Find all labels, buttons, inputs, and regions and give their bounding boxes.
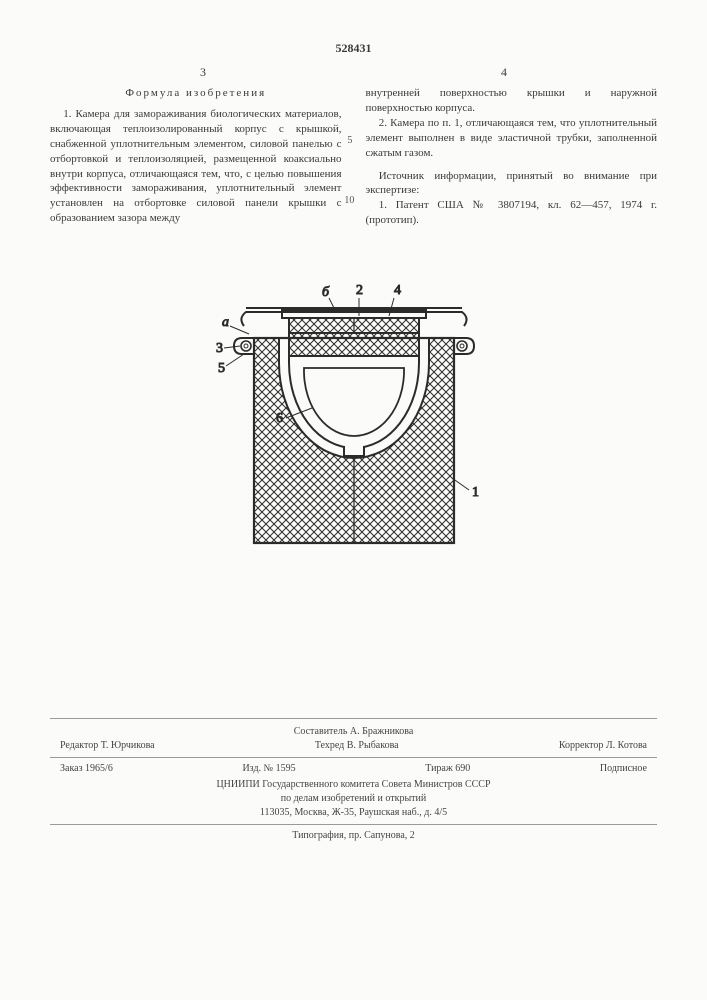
redaktor: Редактор Т. Юрчикова (60, 739, 155, 753)
right-para-3: Источник информации, принятый во внимани… (366, 169, 658, 199)
org2: по делам изобретений и открытий (50, 792, 657, 806)
addr: 113035, Москва, Ж-35, Раушская наб., д. … (50, 806, 657, 820)
col-right-num: 4 (501, 64, 507, 80)
formula-title: Формула изобретения (50, 86, 342, 101)
left-para-1: 1. Камера для замораживания биологически… (50, 107, 342, 226)
line-number-10: 10 (344, 194, 354, 208)
patent-number: 528431 (50, 40, 657, 56)
label-6: 6 (276, 411, 283, 426)
izd: Изд. № 1595 (242, 762, 295, 776)
tirazh: Тираж 690 (425, 762, 470, 776)
lid-insulation (282, 310, 426, 356)
zakaz: Заказ 1965/6 (60, 762, 113, 776)
line-number-5: 5 (347, 134, 352, 148)
left-column: Формула изобретения 1. Камера для замора… (50, 86, 342, 228)
tehred: Техред В. Рыбакова (315, 739, 399, 753)
label-4: 4 (394, 283, 401, 298)
text-columns: Формула изобретения 1. Камера для замора… (50, 86, 657, 228)
korrektor: Корректор Л. Котова (559, 739, 647, 753)
typo: Типография, пр. Сапунова, 2 (50, 829, 657, 843)
label-2: 2 (356, 283, 363, 298)
figure: а б 2 4 3 5 6 1 (50, 268, 657, 558)
footer: Составитель А. Бражникова Редактор Т. Юр… (50, 718, 657, 843)
right-para-2: 2. Камера по п. 1, отличающаяся тем, что… (366, 116, 658, 161)
right-para-4: 1. Патент США № 3807194, кл. 62—457, 197… (366, 198, 658, 228)
column-numbers: 3 4 (50, 64, 657, 80)
right-column: внутренней поверхностью крышки и наружно… (366, 86, 658, 228)
sostavitel: Составитель А. Бражникова (50, 725, 657, 739)
label-3: 3 (216, 341, 223, 356)
org1: ЦНИИПИ Государственного комитета Совета … (50, 778, 657, 792)
right-para-1: внутренней поверхностью крышки и наружно… (366, 86, 658, 116)
label-1: 1 (472, 485, 479, 500)
label-5: 5 (218, 361, 225, 376)
figure-svg: а б 2 4 3 5 6 1 (194, 268, 514, 558)
col-left-num: 3 (200, 64, 206, 80)
rim-right (454, 338, 474, 354)
label-a: а (222, 315, 229, 330)
label-b: б (322, 285, 330, 300)
podpisnoe: Подписное (600, 762, 647, 776)
